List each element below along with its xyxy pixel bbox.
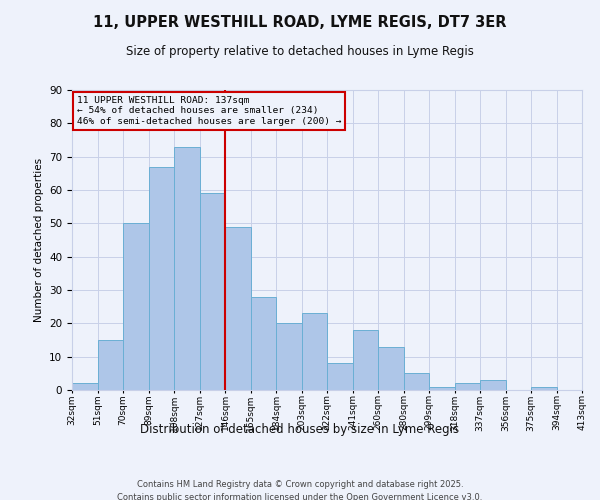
Bar	[455, 384, 480, 390]
Bar	[123, 224, 149, 390]
Bar	[276, 324, 302, 390]
Text: 11, UPPER WESTHILL ROAD, LYME REGIS, DT7 3ER: 11, UPPER WESTHILL ROAD, LYME REGIS, DT7…	[93, 15, 507, 30]
Bar	[72, 384, 97, 390]
Bar	[353, 330, 378, 390]
Bar	[480, 380, 505, 390]
Bar	[327, 364, 353, 390]
Bar	[174, 146, 199, 390]
Bar	[302, 314, 327, 390]
Text: Size of property relative to detached houses in Lyme Regis: Size of property relative to detached ho…	[126, 45, 474, 58]
Bar	[404, 374, 429, 390]
Bar	[149, 166, 174, 390]
Bar	[199, 194, 225, 390]
Bar	[97, 340, 123, 390]
Text: 11 UPPER WESTHILL ROAD: 137sqm
← 54% of detached houses are smaller (234)
46% of: 11 UPPER WESTHILL ROAD: 137sqm ← 54% of …	[77, 96, 341, 126]
Bar	[251, 296, 276, 390]
Bar	[429, 386, 455, 390]
Bar	[531, 386, 557, 390]
Text: Contains HM Land Registry data © Crown copyright and database right 2025.
Contai: Contains HM Land Registry data © Crown c…	[118, 480, 482, 500]
Bar	[225, 226, 251, 390]
Bar	[378, 346, 404, 390]
Y-axis label: Number of detached properties: Number of detached properties	[34, 158, 44, 322]
Text: Distribution of detached houses by size in Lyme Regis: Distribution of detached houses by size …	[140, 422, 460, 436]
